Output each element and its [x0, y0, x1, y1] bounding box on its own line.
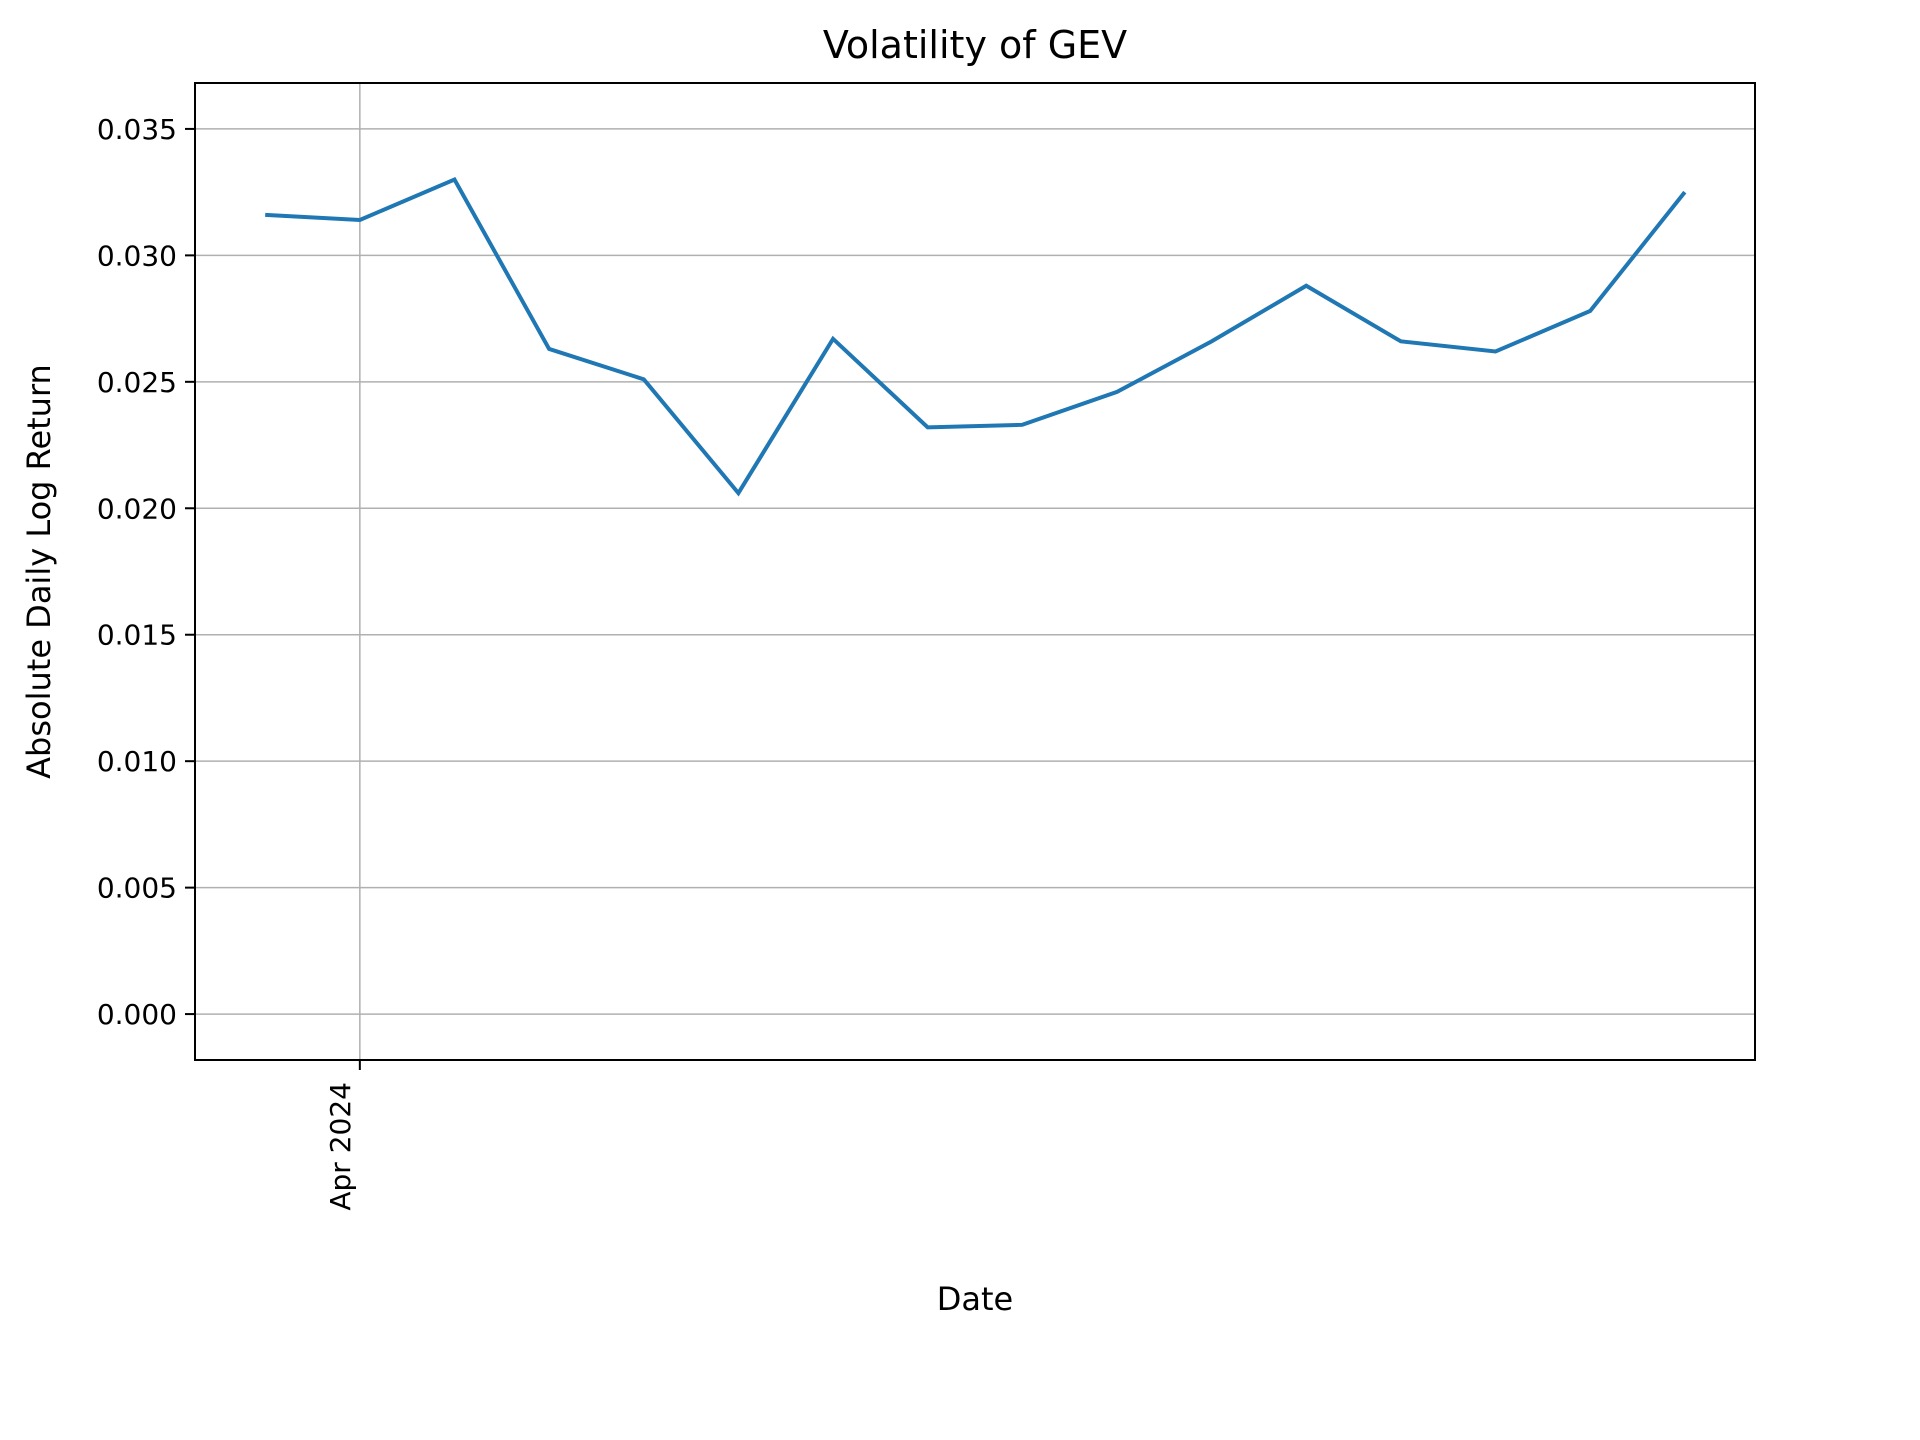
y-tick-label: 0.035	[97, 113, 177, 146]
y-tick-labels: 0.000 0.005 0.010 0.015 0.020 0.025 0.030 0.035	[97, 113, 177, 1031]
x-axis-label: Date	[937, 1280, 1013, 1318]
y-tick-label: 0.020	[97, 492, 177, 525]
y-axis-label: Absolute Daily Log Return	[20, 364, 58, 779]
y-tick-label: 0.030	[97, 239, 177, 272]
data-line	[265, 179, 1685, 493]
chart-title: Volatility of GEV	[823, 23, 1127, 67]
x-tick-label: Apr 2024	[324, 1082, 357, 1211]
volatility-chart: Volatility of GEV Absolute Daily Log Ret…	[0, 0, 1920, 1440]
y-tick-label: 0.005	[97, 872, 177, 905]
grid	[195, 83, 1755, 1060]
x-tick-labels: Apr 2024	[324, 1082, 357, 1211]
chart-container: Volatility of GEV Absolute Daily Log Ret…	[0, 0, 1920, 1440]
tick-marks	[185, 129, 360, 1070]
y-tick-label: 0.025	[97, 366, 177, 399]
y-tick-label: 0.010	[97, 745, 177, 778]
plot-border	[195, 83, 1755, 1060]
y-tick-label: 0.015	[97, 619, 177, 652]
y-tick-label: 0.000	[97, 998, 177, 1031]
